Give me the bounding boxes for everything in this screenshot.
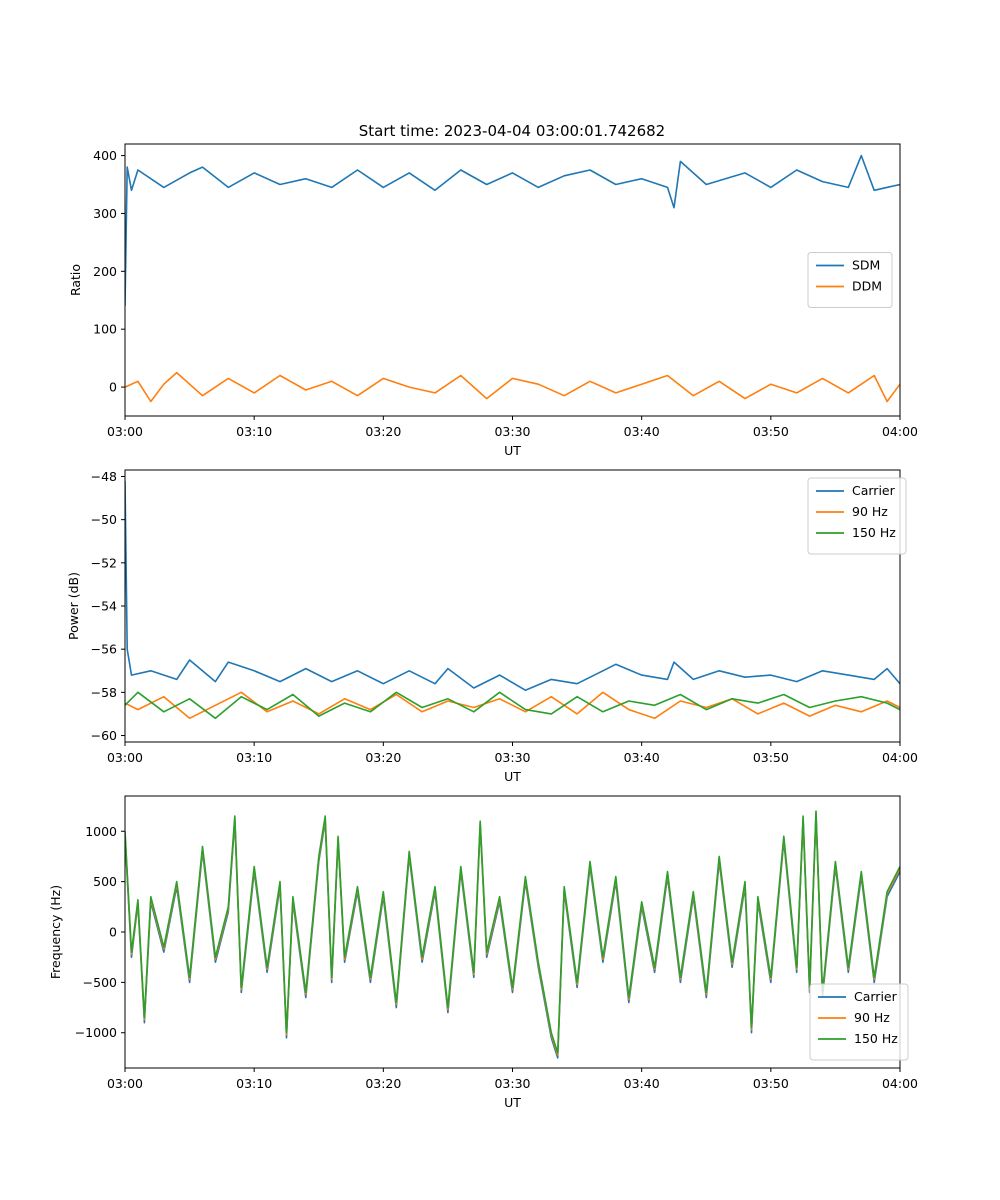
series-group <box>125 480 900 720</box>
y-tick-label: −60 <box>91 728 117 743</box>
legend-label: 90 Hz <box>854 1010 890 1025</box>
y-tick-label: 400 <box>93 148 117 163</box>
legend-label: 90 Hz <box>852 504 888 519</box>
legend-box <box>807 477 907 555</box>
x-tick-label: 04:00 <box>882 750 918 765</box>
y-tick-label: 300 <box>93 206 117 221</box>
x-tick-label: 03:00 <box>107 424 143 439</box>
series-group <box>125 810 900 1059</box>
y-tick-label: −56 <box>91 642 117 657</box>
x-tick-label: 04:00 <box>882 1076 918 1091</box>
y-tick-label: 0 <box>109 380 117 395</box>
x-tick-label: 03:50 <box>753 424 789 439</box>
y-tick-label: 100 <box>93 322 117 337</box>
legend-label: DDM <box>852 279 882 294</box>
x-tick-label: 04:00 <box>882 424 918 439</box>
x-tick-label: 03:00 <box>107 750 143 765</box>
series-line-sdm <box>125 154 900 307</box>
x-tick-label: 03:20 <box>365 750 401 765</box>
x-tick-label: 03:40 <box>624 750 660 765</box>
legend-box <box>809 983 909 1061</box>
y-tick-label: −48 <box>91 469 117 484</box>
chart-2: 03:00 03:10 03:20 03:30 03:40 03:50 04:00 −60 −5… <box>66 469 918 784</box>
legend-label: SDM <box>852 258 880 273</box>
x-axis-label: UT <box>504 769 521 784</box>
y-axis-label: Power (dB) <box>66 572 81 640</box>
x-tick-label: 03:50 <box>753 750 789 765</box>
y-axis-label: Ratio <box>68 264 83 296</box>
y-tick-label: 1000 <box>85 824 117 839</box>
x-tick-label: 03:10 <box>236 750 272 765</box>
x-tick-label: 03:50 <box>753 1076 789 1091</box>
series-line-150-hz <box>125 810 900 1054</box>
y-tick-label: −52 <box>91 555 117 570</box>
legend: Carrier 90 Hz 150 Hz <box>809 983 909 1061</box>
series-line-ddm <box>125 371 900 403</box>
x-tick-label: 03:30 <box>494 424 530 439</box>
x-tick-label: 03:10 <box>236 424 272 439</box>
x-tick-label: 03:40 <box>624 424 660 439</box>
x-tick-label: 03:20 <box>365 1076 401 1091</box>
legend-label: Carrier <box>854 989 898 1004</box>
legend: SDM DDM <box>807 252 893 308</box>
y-tick-label: −50 <box>91 512 117 527</box>
y-tick-label: −1000 <box>75 1025 117 1040</box>
x-tick-label: 03:40 <box>624 1076 660 1091</box>
y-tick-label: 0 <box>109 925 117 940</box>
legend: Carrier 90 Hz 150 Hz <box>807 477 907 555</box>
x-tick-label: 03:30 <box>494 750 530 765</box>
figure-title: Start time: 2023-04-04 03:00:01.742682 <box>359 122 665 140</box>
chart-1: 03:00 03:10 03:20 03:30 03:40 03:50 04:00 0 100 2… <box>68 143 918 458</box>
legend-label: Carrier <box>852 483 896 498</box>
x-tick-label: 03:00 <box>107 1076 143 1091</box>
y-tick-label: −54 <box>91 599 117 614</box>
y-tick-label: 500 <box>93 874 117 889</box>
legend-label: 150 Hz <box>852 525 896 540</box>
x-axis-label: UT <box>504 443 521 458</box>
x-axis-label: UT <box>504 1095 521 1110</box>
x-tick-label: 03:30 <box>494 1076 530 1091</box>
y-axis-label: Frequency (Hz) <box>48 885 63 979</box>
series-group <box>125 154 900 403</box>
y-tick-label: 200 <box>93 264 117 279</box>
x-tick-label: 03:20 <box>365 424 401 439</box>
series-line-carrier <box>125 480 900 692</box>
x-tick-label: 03:10 <box>236 1076 272 1091</box>
series-line-90-hz <box>125 691 900 720</box>
chart-3: 03:00 03:10 03:20 03:30 03:40 03:50 04:00 −1000… <box>48 795 918 1110</box>
legend-label: 150 Hz <box>854 1031 898 1046</box>
charts-container: 03:00 03:10 03:20 03:30 03:40 03:50 04:00 0 100 2… <box>48 143 918 1110</box>
y-tick-label: −500 <box>83 975 117 990</box>
y-tick-label: −58 <box>91 685 117 700</box>
series-line-150-hz <box>125 691 900 720</box>
